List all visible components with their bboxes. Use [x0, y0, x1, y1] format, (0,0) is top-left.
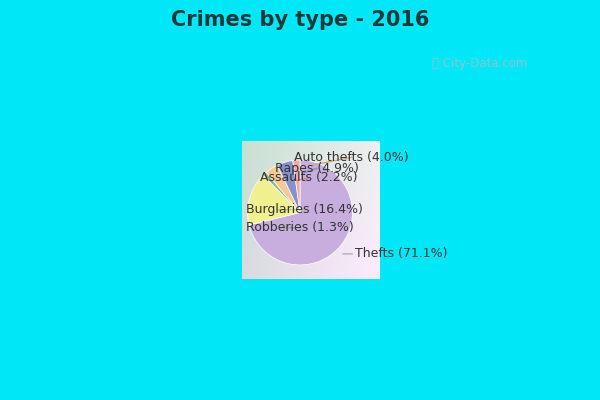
Wedge shape — [263, 172, 300, 212]
Text: Auto thefts (4.0%): Auto thefts (4.0%) — [295, 151, 409, 166]
Text: ⓘ City-Data.com: ⓘ City-Data.com — [433, 58, 527, 70]
Text: Robberies (1.3%): Robberies (1.3%) — [246, 221, 354, 234]
Wedge shape — [249, 160, 352, 265]
Text: Crimes by type - 2016: Crimes by type - 2016 — [171, 10, 429, 30]
Text: Assaults (2.2%): Assaults (2.2%) — [260, 172, 358, 184]
Wedge shape — [277, 160, 300, 212]
Text: Rapes (4.9%): Rapes (4.9%) — [275, 162, 359, 175]
Wedge shape — [248, 175, 300, 225]
Wedge shape — [293, 160, 300, 212]
Text: Thefts (71.1%): Thefts (71.1%) — [343, 247, 448, 260]
Text: Burglaries (16.4%): Burglaries (16.4%) — [246, 203, 363, 216]
Wedge shape — [266, 165, 300, 212]
